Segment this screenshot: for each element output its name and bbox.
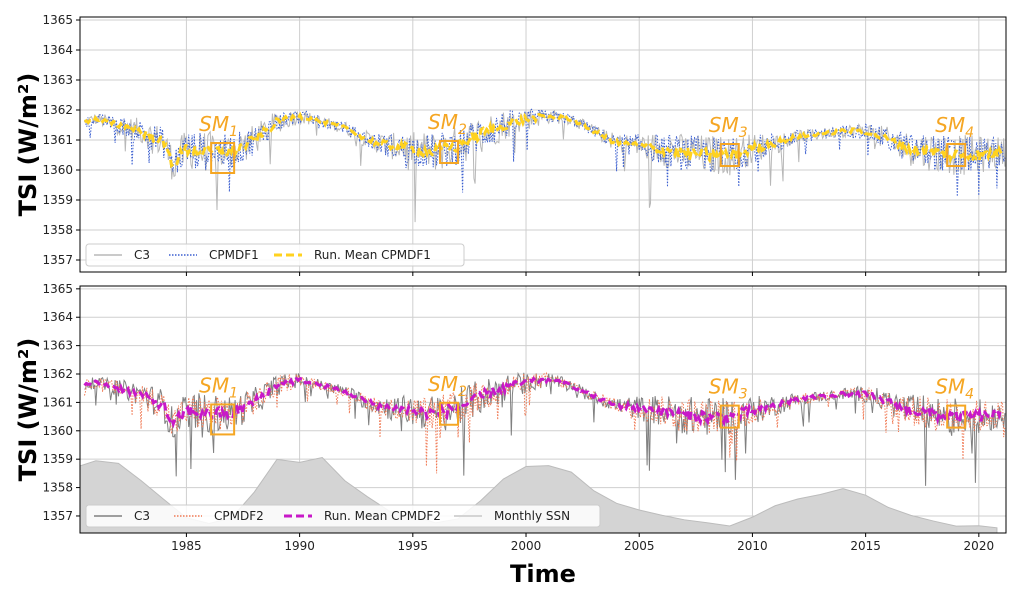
legend-label: CPMDF2 <box>214 509 264 523</box>
ytick-label: 1361 <box>42 133 73 147</box>
ytick-label: 1359 <box>42 452 73 466</box>
xtick-label: 2005 <box>624 539 655 553</box>
sm-label-2: SM2 <box>428 372 467 400</box>
axes-frame <box>79 285 1007 534</box>
sm-box-3 <box>719 143 740 167</box>
sm-box-4 <box>946 143 967 167</box>
ytick-label: 1357 <box>42 253 73 267</box>
sm-label-3: SM3 <box>709 113 748 141</box>
ytick-label: 1358 <box>42 481 73 495</box>
sm-label-1: SM1 <box>199 373 238 401</box>
sm-label-4: SM4 <box>935 375 974 403</box>
ytick-label: 1364 <box>42 43 73 57</box>
ytick-label: 1358 <box>42 223 73 237</box>
ytick-label: 1363 <box>42 339 73 353</box>
sm-box-1 <box>210 403 236 436</box>
ytick-label: 1361 <box>42 395 73 409</box>
ytick-label: 1362 <box>42 103 73 117</box>
sm-label-4: SM4 <box>935 113 974 141</box>
xtick-label: 2000 <box>511 539 542 553</box>
sm-box-2 <box>439 140 460 164</box>
ytick-label: 1365 <box>42 13 73 27</box>
ytick-label: 1360 <box>42 424 73 438</box>
ytick-label: 1359 <box>42 193 73 207</box>
plot-area-top <box>83 108 1006 223</box>
sm-box-1 <box>210 142 236 174</box>
xtick-label: 1995 <box>398 539 429 553</box>
legend-label: Run. Mean CPMDF1 <box>314 248 431 262</box>
ytick-label: 1363 <box>42 73 73 87</box>
x-axis-label: Time <box>510 560 576 588</box>
xtick-label: 2015 <box>850 539 881 553</box>
legend-label: Monthly SSN <box>494 509 570 523</box>
y-axis-label: TSI (W/m²) <box>14 73 42 217</box>
ytick-label: 1365 <box>42 282 73 296</box>
sm-box-2 <box>439 401 460 426</box>
legend-label: Run. Mean CPMDF2 <box>324 509 441 523</box>
sm-box-3 <box>719 404 740 429</box>
ytick-label: 1364 <box>42 310 73 324</box>
sm-label-1: SM1 <box>199 112 238 140</box>
sm-box-4 <box>946 404 967 429</box>
ytick-label: 1357 <box>42 509 73 523</box>
axes-frame <box>79 16 1007 273</box>
xtick-label: 2010 <box>737 539 768 553</box>
xtick-label: 1985 <box>171 539 202 553</box>
y-axis-label: TSI (W/m²) <box>14 338 42 482</box>
legend-label: C3 <box>134 248 150 262</box>
sm-label-2: SM2 <box>428 110 467 138</box>
legend-label: C3 <box>134 509 150 523</box>
series-running-mean <box>83 111 1003 169</box>
ytick-label: 1360 <box>42 163 73 177</box>
legend-label: CPMDF1 <box>209 248 259 262</box>
panel-bottom: SM1 SM2 SM3 SM4 1357 1358 1359 1360 1361 1362 1363… <box>14 282 1007 588</box>
xtick-label: 1990 <box>284 539 315 553</box>
legend <box>85 504 601 528</box>
ytick-label: 1362 <box>42 367 73 381</box>
panel-top: SM1 SM2 SM3 SM4 1357 1358 1359 1360 1361 1362 1363… <box>14 13 1007 276</box>
xtick-label: 2020 <box>964 539 995 553</box>
series-running-mean <box>83 375 1003 429</box>
sm-label-3: SM3 <box>709 375 748 403</box>
